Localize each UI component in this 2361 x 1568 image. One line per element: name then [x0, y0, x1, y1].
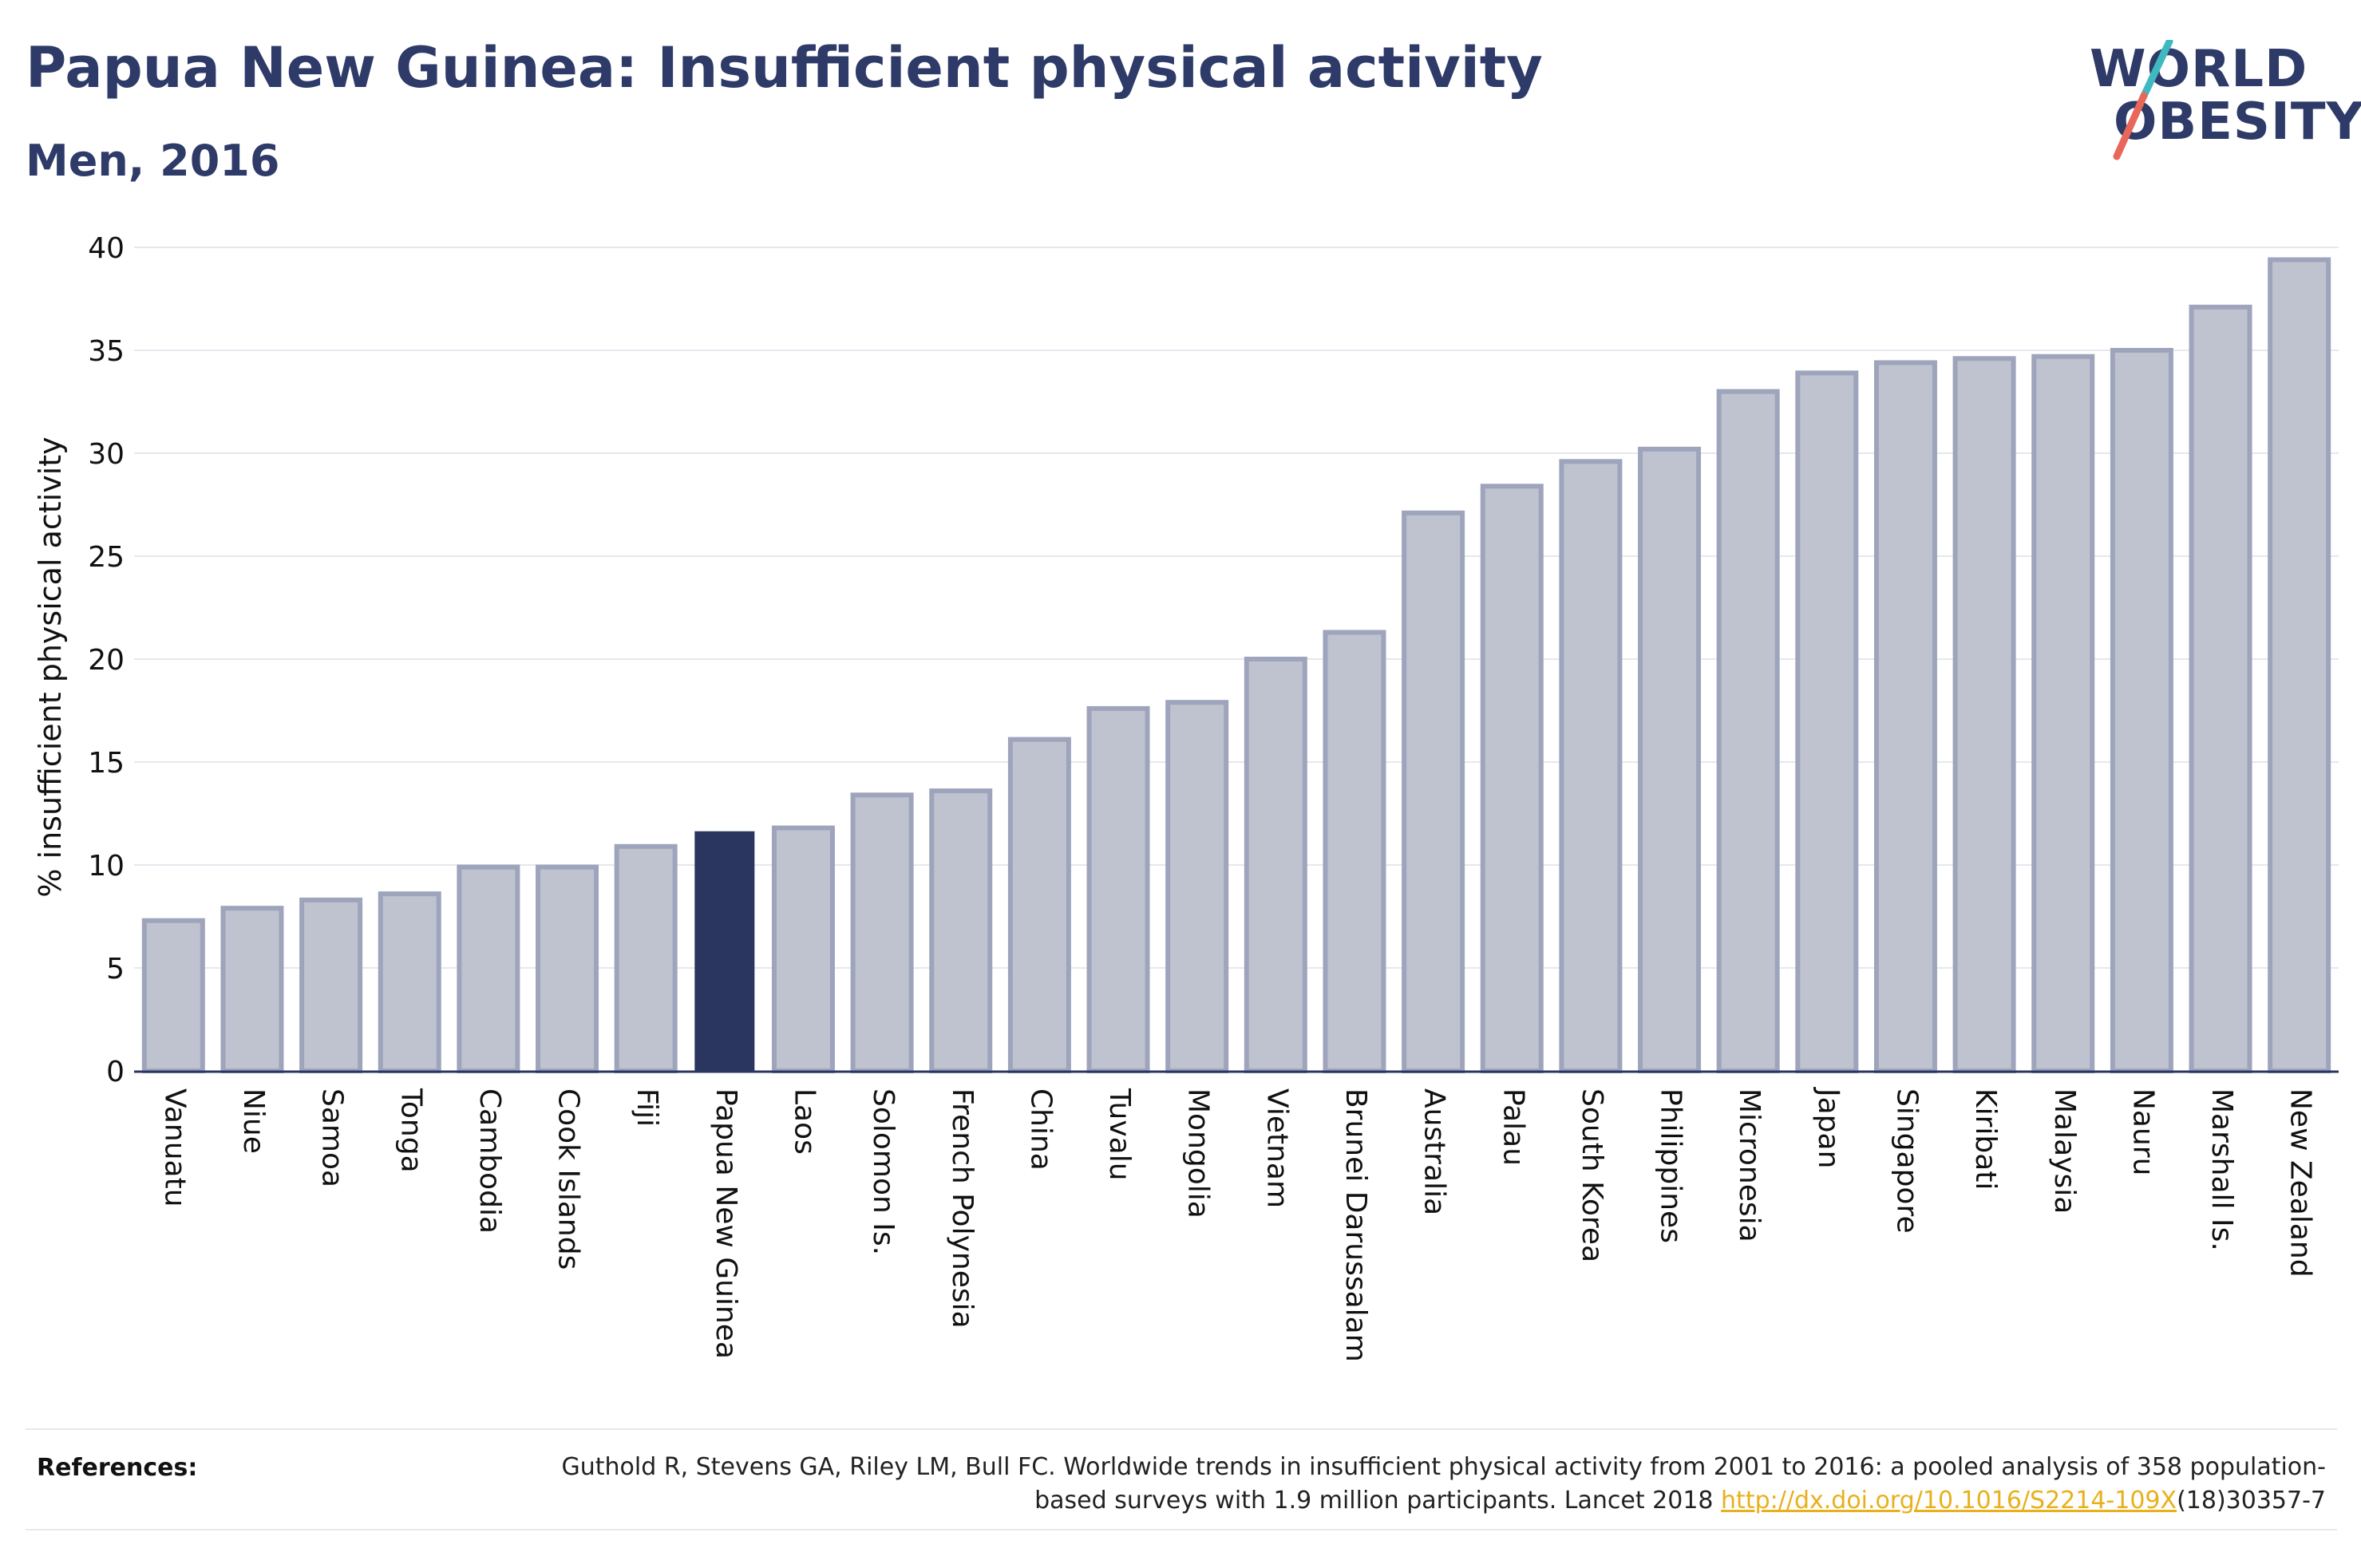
x-tick-label: New Zealand: [2284, 1088, 2317, 1278]
bar-mongolia: [1165, 700, 1229, 1073]
bars: [141, 257, 2331, 1074]
reference-doi-link[interactable]: http://dx.doi.org/10.1016/S2214-109X: [1721, 1487, 2177, 1515]
logo-slash-icon: [2113, 40, 2173, 160]
bar-malaysia: [2031, 353, 2095, 1074]
bar-french-polynesia: [929, 788, 993, 1073]
x-tick-label: Laos: [788, 1088, 821, 1155]
x-tick-labels: Vanuatu Niue Samoa Tonga Cambodia Cook Island…: [158, 1087, 2316, 1362]
bar-cambodia: [457, 864, 520, 1074]
bar-nauru: [2110, 348, 2173, 1073]
x-tick-label: Niue: [237, 1088, 270, 1154]
x-tick-label: Samoa: [316, 1088, 349, 1187]
bar-philippines: [1638, 446, 1702, 1073]
x-tick-label: Philippines: [1655, 1088, 1687, 1243]
y-tick-label: 5: [106, 953, 125, 985]
bar-laos: [771, 825, 835, 1073]
x-tick-label: Tonga: [394, 1088, 427, 1173]
references-text: Guthold R, Stevens GA, Riley LM, Bull FC…: [490, 1451, 2326, 1518]
x-tick-label: Vietnam: [1260, 1088, 1293, 1208]
bar-samoa: [299, 897, 363, 1073]
x-tick-label: Brunei Darussalam: [1339, 1088, 1372, 1362]
x-tick-label: Mongolia: [1182, 1088, 1215, 1218]
bar-tonga: [378, 891, 441, 1073]
references-section: References: Guthold R, Stevens GA, Riley…: [26, 1428, 2337, 1530]
bar-japan: [1795, 370, 1859, 1073]
x-tick-label: Vanuatu: [158, 1088, 191, 1207]
y-axis-label: % insufficient physical activity: [33, 436, 68, 897]
y-tick-label: 40: [88, 232, 125, 265]
x-tick-label: South Korea: [1576, 1088, 1608, 1262]
bar-vanuatu: [141, 918, 205, 1073]
chart-title: Papua New Guinea: Insufficient physical …: [26, 35, 1543, 101]
x-tick-label: Cambodia: [473, 1088, 506, 1234]
reference-citation-suffix: (18)30357-7: [2177, 1487, 2326, 1515]
x-tick-label: Australia: [1418, 1088, 1451, 1215]
bar-solomon-is: [850, 792, 914, 1074]
bar-vietnam: [1244, 657, 1307, 1073]
bar-cook-islands: [536, 864, 599, 1074]
bar-australia: [1402, 510, 1465, 1073]
bar-tuvalu: [1086, 705, 1150, 1073]
bar-singapore: [1873, 360, 1937, 1074]
x-tick-label: Palau: [1497, 1088, 1529, 1166]
bar-kiribati: [1952, 356, 2016, 1073]
y-tick-label: 10: [88, 850, 125, 883]
bar-fiji: [614, 843, 678, 1074]
x-tick-label: Tuvalu: [1103, 1088, 1136, 1181]
x-tick-label: Cook Islands: [552, 1088, 585, 1270]
world-obesity-logo: WORLD OBESITY: [2075, 40, 2361, 168]
reference-citation: Guthold R, Stevens GA, Riley LM, Bull FC…: [561, 1453, 2326, 1515]
y-tick-label: 30: [88, 438, 125, 471]
y-tick-label: 15: [88, 747, 125, 780]
x-tick-label: China: [1024, 1088, 1057, 1171]
logo-word-obesity: OBESITY: [2114, 93, 2361, 152]
x-tick-label: Papua New Guinea: [710, 1088, 742, 1359]
bar-brunei-darussalam: [1323, 630, 1386, 1073]
bar-marshall-is: [2189, 304, 2252, 1073]
logo-word-world: WORLD: [2090, 40, 2308, 99]
x-tick-label: Singapore: [1890, 1088, 1923, 1234]
bar-new-zealand: [2268, 257, 2331, 1074]
bar-south-korea: [1559, 459, 1623, 1073]
y-tick-label: 35: [88, 335, 125, 368]
references-label: References:: [37, 1454, 198, 1482]
bar-china: [1007, 737, 1071, 1073]
y-tick-labels: 0 5 10 15 20 25 30 35 40: [88, 232, 125, 1088]
x-tick-label: Kiribati: [1969, 1088, 2002, 1190]
y-tick-label: 0: [106, 1056, 125, 1088]
x-tick-label: Marshall Is.: [2205, 1088, 2238, 1251]
x-tick-label: Micronesia: [1733, 1088, 1766, 1242]
x-tick-label: French Polynesia: [946, 1088, 979, 1329]
x-tick-label: Nauru: [2126, 1088, 2159, 1175]
bar-micronesia: [1716, 389, 1780, 1074]
x-tick-label: Solomon Is.: [867, 1088, 900, 1255]
y-tick-label: 20: [88, 644, 125, 677]
bar-papua-new-guinea: [694, 831, 755, 1072]
chart-subtitle: Men, 2016: [26, 136, 280, 186]
x-tick-label: Malaysia: [2048, 1088, 2081, 1214]
bar-chart: 0 5 10 15 20 25 30 35 40 Vanuatu Niue Samoa Tonga Ca…: [33, 232, 2339, 1362]
x-tick-label: Fiji: [631, 1088, 663, 1127]
bar-palau: [1480, 484, 1544, 1073]
bar-niue: [220, 906, 284, 1073]
x-tick-label: Japan: [1812, 1087, 1845, 1168]
y-tick-label: 25: [88, 541, 125, 574]
